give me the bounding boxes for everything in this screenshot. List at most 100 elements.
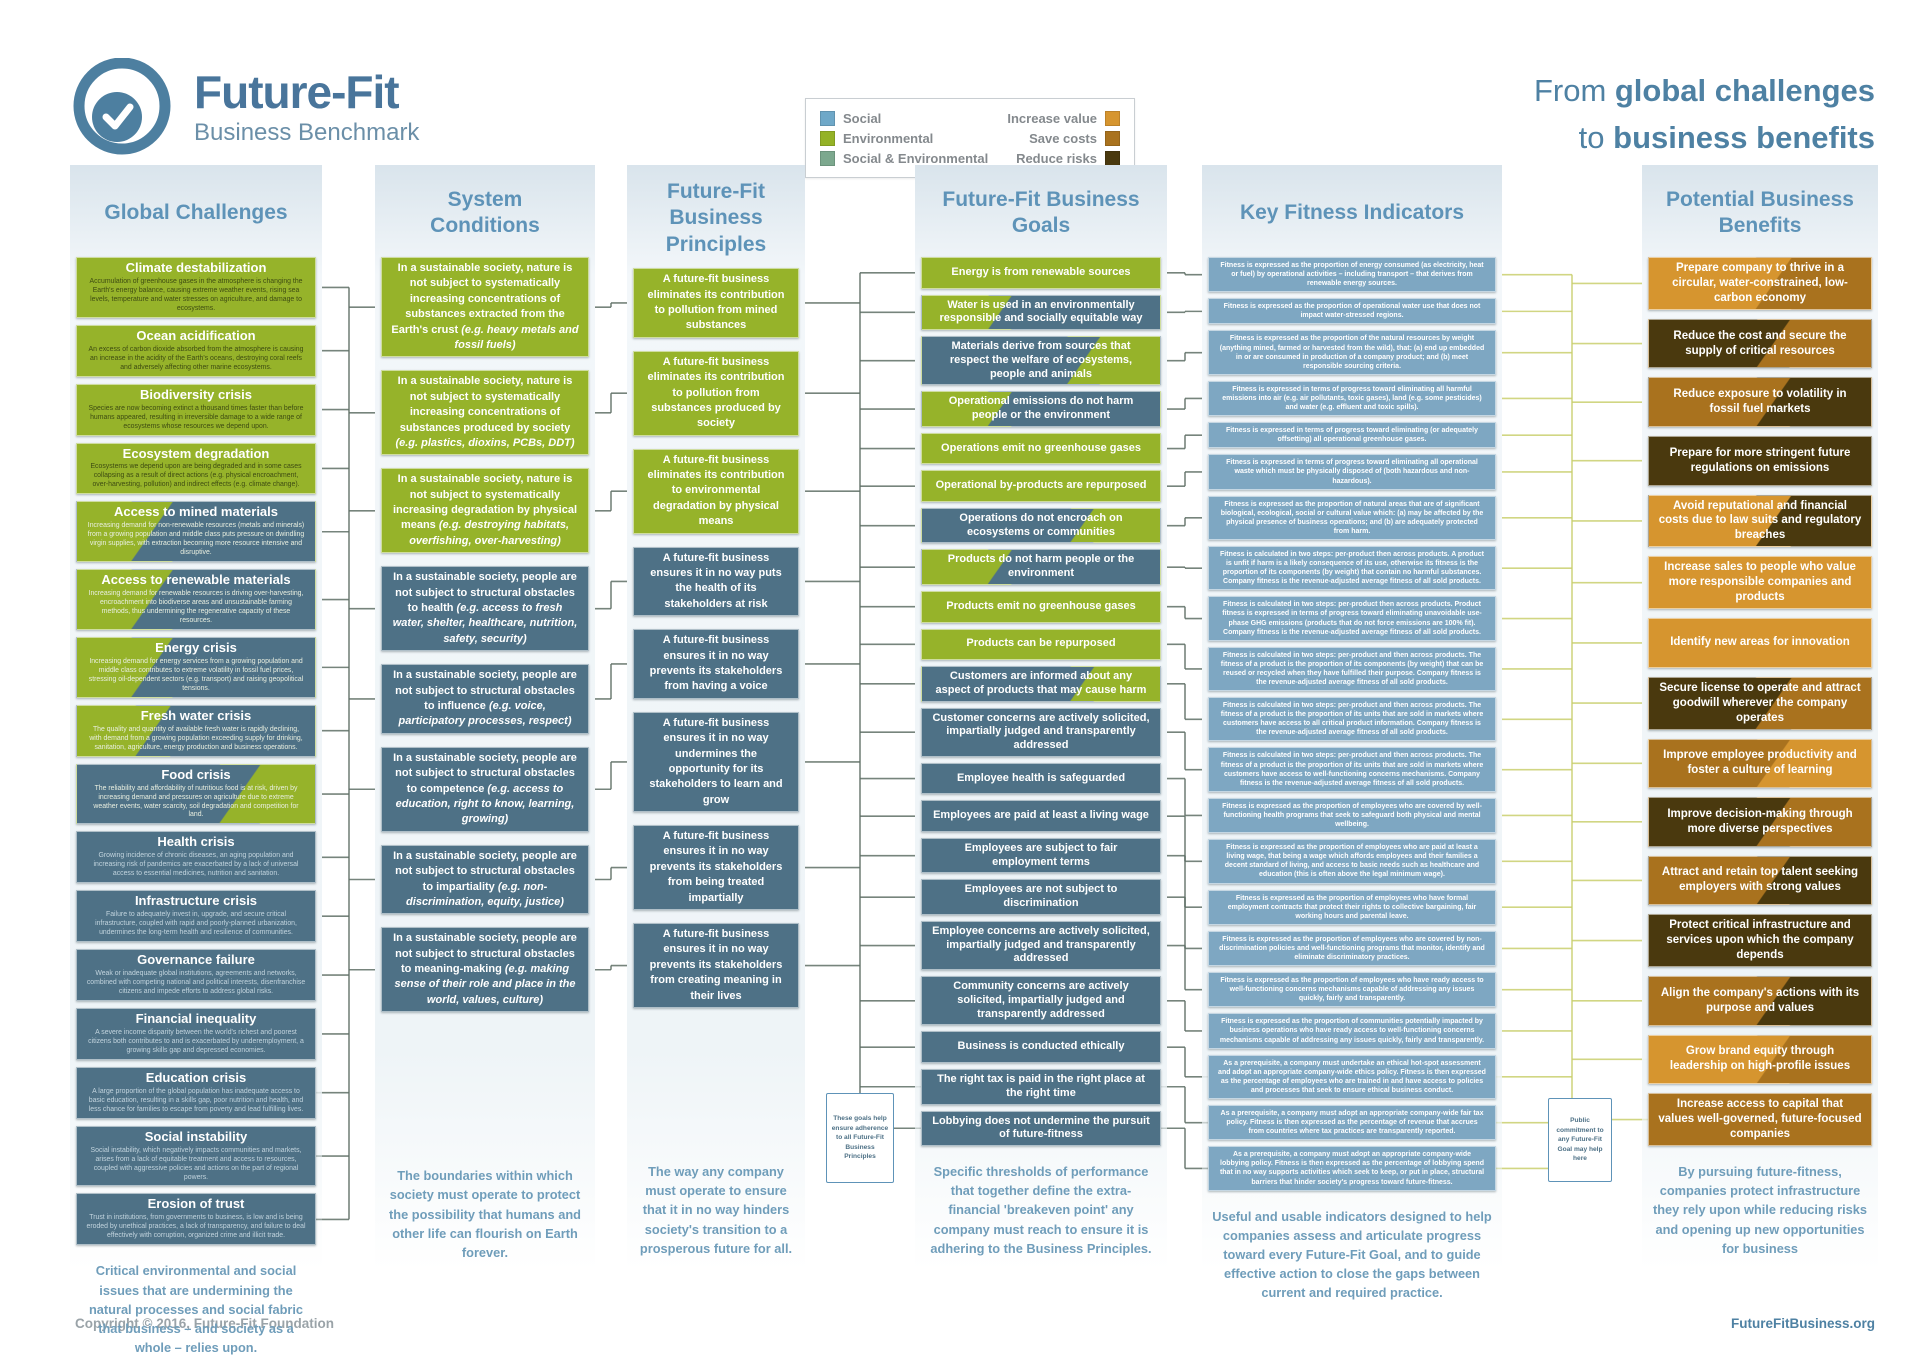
benefits-box-text: Grow brand equity through leadership on … [1669,1045,1851,1073]
legend-item: Reduce risks [1007,150,1120,166]
challenges-box: Infrastructure crisis Failure to adequate… [76,890,316,943]
logo-text: Future-Fit Business Benchmark [194,69,419,147]
challenges-box: Education crisis A large proportion of th… [76,1066,316,1119]
challenges-box-title: Access to mined materials [113,504,279,520]
challenges-box-title: Food crisis [161,766,231,782]
indicators-box-text: Fitness is calculated in two steps: per-… [1220,550,1484,586]
goals-box-text: Employee concerns are actively solicited… [932,924,1150,965]
challenges-list: Climate destabilization Accumulation of g… [76,257,316,1246]
indicators-box: Fitness is calculated in two steps: per-… [1208,596,1496,641]
indicators-box: Fitness is expressed as the proportion o… [1208,298,1496,325]
goals-box: Products emit no greenhouse gases [921,590,1161,623]
indicators-box-text: Fitness is expressed as the proportion o… [1220,500,1484,535]
goals-box: Customers are informed about any aspect … [921,666,1161,702]
challenges-box: Financial inequality A severe income disp… [76,1007,316,1060]
goals-box-text: Employees are subject to fair employment… [964,841,1118,868]
column-business-principles: Future-Fit Business Principles A future-… [627,165,805,1270]
legend-label: Social [843,110,882,126]
indicators-box-text: Fitness is expressed as the proportion o… [1220,262,1484,288]
goals-box: Products can be repurposed [921,628,1161,661]
legend-label: Social & Environmental [843,150,989,166]
indicators-box: Fitness is expressed as the proportion o… [1208,1013,1496,1049]
indicators-box-text: Fitness is calculated in two steps: per-… [1220,702,1484,737]
principles-box: A future-fit business ensures it in no w… [633,825,799,911]
column-business-goals: Future-Fit Business Goals Energy is from… [915,165,1167,1270]
indicators-box: Fitness is expressed as the proportion o… [1208,930,1496,967]
challenges-box-desc: Growing incidence of chronic diseases, a… [93,852,299,878]
principles-box-text: A future-fit business eliminates its con… [647,273,785,332]
legend-item: Social & Environmental [820,150,989,166]
goals-box-text: Business is conducted ethically [957,1040,1125,1053]
benefits-box-text: Avoid reputational and financial costs d… [1658,499,1862,542]
goals-box: Operational by-products are repurposed [921,470,1161,502]
benefits-box-text: Reduce exposure to volatility in fossil … [1673,388,1847,416]
challenges-box: Fresh water crisis The quality and quanti… [76,704,316,757]
goals-box-text: Operational by-products are repurposed [935,479,1147,492]
conditions-box: In a sustainable society, nature is not … [381,370,589,456]
challenges-box: Food crisis The reliability and affordabi… [76,763,316,825]
principles-box: A future-fit business ensures it in no w… [633,711,799,813]
benefits-box: Secure license to operate and attract go… [1648,676,1872,730]
challenges-box-desc: Species are now becoming extinct a thous… [88,404,304,430]
benefits-box-text: Increase sales to people who value more … [1664,561,1856,604]
indicators-box-text: Fitness is calculated in two steps: per-… [1222,601,1482,636]
conditions-box: In a sustainable society, people are not… [381,566,589,652]
indicators-box-text: Fitness is expressed in terms of progres… [1225,427,1479,444]
principles-box: A future-fit business ensures it in no w… [633,629,799,699]
conditions-box-text: In a sustainable society, people are not… [393,751,577,826]
benefits-box: Identify new areas for innovation [1648,618,1872,668]
conditions-list: In a sustainable society, nature is not … [381,257,589,1150]
goals-box: Operational emissions do not harm people… [921,391,1161,427]
conditions-box-text: In a sustainable society, people are not… [393,849,577,908]
goals-box: Energy is from renewable sources [921,257,1161,289]
challenges-box-title: Ocean acidification [136,327,256,343]
column-title: System Conditions [430,187,540,237]
goals-box-text: Energy is from renewable sources [951,265,1131,278]
goals-box-text: Employees are not subject to discriminat… [964,883,1118,910]
logo-title: Future-Fit [194,66,400,118]
benefits-box-text: Prepare company to thrive in a circular,… [1672,262,1848,304]
benefits-box-text: Attract and retain top talent seeking em… [1661,866,1859,894]
tagline-line2: to business benefits [1578,119,1875,155]
copyright-text: Copyright © 2016, Future-Fit Foundation [75,1316,334,1331]
indicators-box: Fitness is calculated in two steps: per-… [1208,747,1496,792]
goals-box-text: Customers are informed about any aspect … [935,670,1147,696]
benefits-box: Avoid reputational and financial costs d… [1648,494,1872,548]
future-fit-logo-icon [73,58,171,155]
benefits-box: Grow brand equity through leadership on … [1648,1034,1872,1085]
column-business-benefits: Potential Business Benefits Prepare comp… [1642,165,1878,1270]
column-title: Global Challenges [104,200,288,224]
principles-box: A future-fit business eliminates its con… [633,350,799,436]
goals-box-text: Operations do not encroach on ecosystems… [959,511,1123,538]
conditions-box-text: In a sustainable society, people are not… [393,932,577,1006]
indicators-box-text: As a prerequisite, a company must undert… [1218,1059,1486,1094]
indicators-box: Fitness is expressed as the proportion o… [1208,330,1496,375]
challenges-box-title: Energy crisis [155,639,237,655]
benefits-box: Attract and retain top talent seeking em… [1648,855,1872,906]
indicators-box: Fitness is calculated in two steps: per-… [1208,545,1496,591]
challenges-box: Health crisis Growing incidence of chroni… [76,831,316,884]
challenges-box-title: Infrastructure crisis [134,893,258,909]
goals-box: Business is conducted ethically [921,1031,1161,1063]
benefits-box: Improve decision-making through more div… [1648,797,1872,847]
indicators-box-text: As a prerequisite, a company must adopt … [1219,1151,1485,1186]
benefits-box-text: Increase access to capital that values w… [1658,1098,1862,1140]
indicators-box-text: Fitness is expressed in terms of progres… [1226,459,1478,485]
indicators-box-text: As a prerequisite, a company must adopt … [1220,1110,1484,1136]
indicators-box-text: Fitness is expressed as the proportion o… [1219,335,1485,370]
legend-label: Reduce risks [1016,150,1097,166]
column-title: Key Fitness Indicators [1239,200,1465,224]
goals-box-text: Operational emissions do not harm people… [948,395,1134,422]
challenges-box-title: Social instability [144,1128,248,1144]
principles-box: A future-fit business ensures it in no w… [633,923,799,1008]
logo-subtitle: Business Benchmark [194,119,420,146]
challenges-box: Ecosystem degradation Ecosystems we depen… [76,442,316,495]
goals-box: The right tax is paid in the right place… [921,1069,1161,1105]
principles-box-text: A future-fit business ensures it in no w… [649,716,783,806]
column-fitness-indicators: Key Fitness Indicators Fitness is expres… [1202,165,1502,1300]
public-commitment-note: Public commitment to any Future-Fit Goal… [1548,1098,1612,1182]
logo: Future-Fit Business Benchmark [72,58,419,158]
challenges-box-title: Governance failure [137,952,255,968]
conditions-box: In a sustainable society, people are not… [381,844,589,915]
tagline-line1: From global challenges [1533,73,1875,108]
